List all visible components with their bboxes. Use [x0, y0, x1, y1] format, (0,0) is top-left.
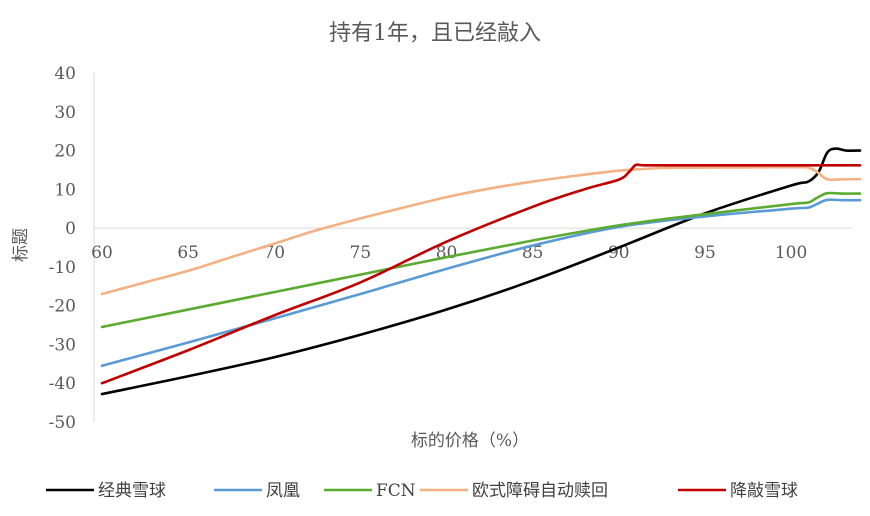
legend-label-0: 经典雪球 [98, 481, 166, 501]
series-lines [100, 147, 862, 396]
series-line-1 [100, 198, 862, 368]
x-tick-label: 70 [263, 243, 285, 263]
y-tick-label: -10 [49, 258, 76, 278]
y-tick-label: 40 [54, 64, 76, 84]
y-tick-label: 10 [54, 180, 76, 200]
series-line-3 [100, 165, 862, 296]
legend-label-1: 凤凰 [266, 481, 300, 501]
x-tick-label: 75 [350, 243, 372, 263]
x-tick-label: 95 [694, 243, 716, 263]
chart-title: 持有1年，且已经敲入 [329, 21, 541, 46]
legend-label-3: 欧式障碍自动赎回 [472, 481, 608, 501]
x-tick-label: 100 [775, 243, 807, 263]
y-tick-label: -40 [49, 374, 76, 394]
x-tick-label: 90 [608, 243, 630, 263]
y-tick-label: -50 [49, 413, 76, 433]
x-axis-label: 标的价格（%） [411, 431, 529, 451]
y-axis-label: 标题 [11, 228, 31, 262]
x-tick-label: 60 [91, 243, 113, 263]
series-line-2 [100, 191, 862, 329]
series-line-0 [100, 147, 862, 396]
series-line-4 [100, 163, 862, 385]
y-tick-label: -20 [49, 297, 76, 317]
x-tick-label: 65 [177, 243, 199, 263]
y-tick-label: -30 [49, 335, 76, 355]
y-tick-label: 20 [54, 142, 76, 162]
x-tick-labels: 60 65 70 75 80 85 90 95 100 [91, 243, 807, 263]
y-tick-label: 30 [54, 103, 76, 123]
y-tick-label: 0 [65, 219, 76, 239]
legend-label-2: FCN [376, 481, 416, 501]
legend: 经典雪球 凤凰 FCN 欧式障碍自动赎回 降敲雪球 [46, 481, 798, 501]
y-tick-labels: -50 -40 -30 -20 -10 0 10 20 30 40 [49, 64, 76, 433]
legend-label-4: 降敲雪球 [730, 481, 798, 501]
